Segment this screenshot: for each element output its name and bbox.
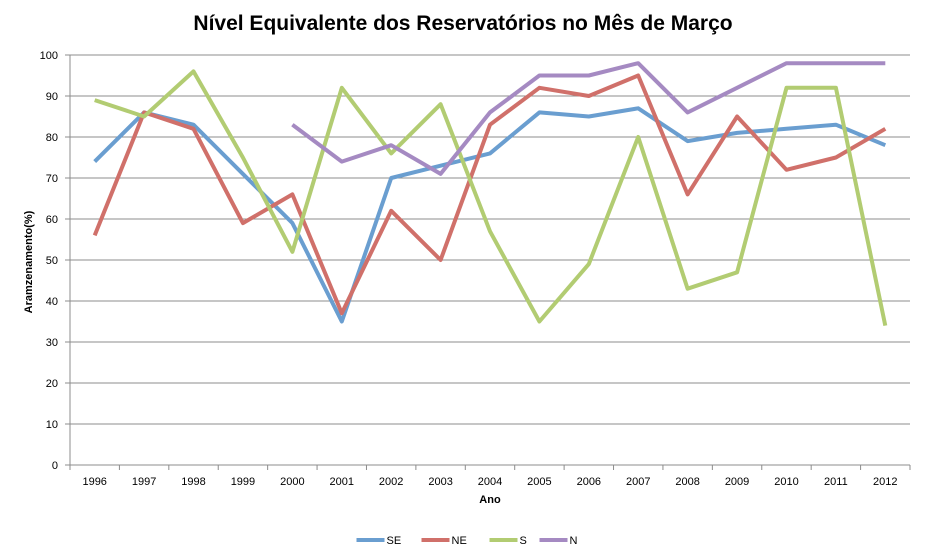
x-tick-label: 1999 [231, 476, 255, 488]
y-tick-label: 90 [46, 91, 58, 103]
x-tick-label: 1997 [132, 476, 156, 488]
gridlines [70, 54, 910, 425]
x-tick-label: 2000 [280, 476, 304, 488]
series-lines [92, 61, 888, 327]
legend-label-se: SE [387, 535, 402, 547]
y-tick-label: 80 [46, 132, 58, 144]
legend: SE NE S N [356, 535, 578, 547]
x-tick-label: 1998 [181, 476, 205, 488]
series-line-n [291, 61, 886, 176]
x-tick-label: 2011 [824, 476, 848, 488]
y-axis-title: Aramzenamento(%) [23, 210, 35, 313]
x-tick-label: 2008 [675, 476, 699, 488]
y-tick-label: 70 [46, 173, 58, 185]
y-tick-label: 20 [46, 378, 58, 390]
x-tick-label: 2009 [725, 476, 749, 488]
legend-label-s: S [520, 535, 527, 547]
y-tick-label: 30 [46, 337, 58, 349]
x-axis-title: Ano [479, 494, 501, 506]
y-tick-label: 40 [46, 296, 58, 308]
y-tick-label: 50 [46, 255, 58, 267]
y-tick-labels: 0 10 20 30 40 50 60 70 80 90 100 [40, 50, 58, 472]
x-tick-labels: 1996 1997 1998 1999 2000 2001 2002 2003 2004 2005… [82, 476, 897, 488]
y-tick-label: 100 [40, 50, 58, 62]
x-tick-label: 2003 [428, 476, 452, 488]
legend-label-ne: NE [452, 535, 467, 547]
x-tick-label: 2002 [379, 476, 403, 488]
series-line-ne [92, 73, 887, 316]
x-tick-label: 2004 [478, 476, 502, 488]
y-tick-label: 10 [46, 419, 58, 431]
x-tick-label: 2010 [774, 476, 798, 488]
x-tick-label: 2001 [330, 476, 354, 488]
x-tick-label: 2012 [873, 476, 897, 488]
legend-label-n: N [570, 535, 578, 547]
y-tick-label: 60 [46, 214, 58, 226]
x-tick-label: 1996 [82, 476, 106, 488]
x-tick-label: 2006 [577, 476, 601, 488]
series-line-s [94, 69, 888, 327]
x-tick-label: 2005 [527, 476, 551, 488]
y-tick-label: 0 [52, 460, 58, 472]
chart-title: Nível Equivalente dos Reservatórios no M… [193, 12, 732, 35]
series-line-se [93, 106, 887, 324]
axes [65, 54, 911, 470]
x-tick-label: 2007 [626, 476, 650, 488]
